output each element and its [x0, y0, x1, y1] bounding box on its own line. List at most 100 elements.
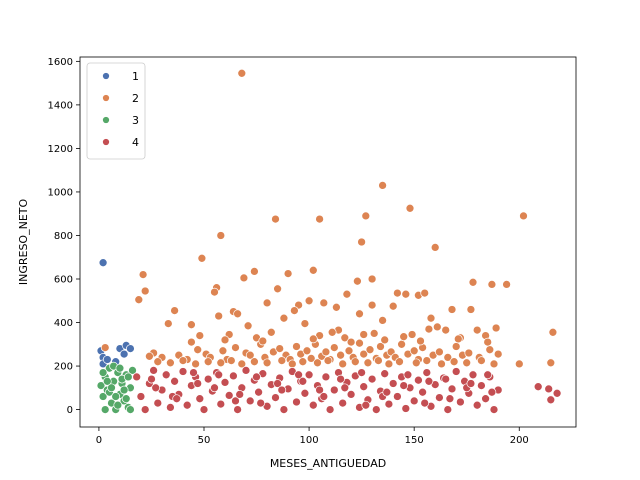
data-point-series-4: [420, 398, 430, 408]
data-point-series-2: [140, 286, 150, 296]
data-point-series-1: [119, 349, 129, 359]
data-point-series-2: [369, 329, 379, 338]
data-point-series-2: [245, 350, 255, 360]
data-point-series-2: [313, 358, 322, 368]
data-point-series-2: [447, 305, 457, 314]
data-point-series-2: [300, 319, 310, 328]
data-point-series-2: [409, 346, 419, 356]
data-point-series-2: [216, 358, 226, 368]
legend-marker-3: [102, 116, 110, 124]
x-axis-ticks: 0 50 100 150 200: [96, 427, 529, 446]
data-point-series-2: [287, 359, 297, 369]
data-point-series-3: [126, 405, 135, 414]
data-point-series-2: [216, 231, 226, 240]
data-point-series-4: [166, 403, 175, 412]
data-point-series-2: [487, 280, 497, 289]
data-point-series-2: [193, 345, 203, 355]
data-point-series-2: [220, 335, 230, 345]
data-point-series-4: [271, 393, 280, 402]
y-tick-label: 400: [54, 318, 73, 329]
data-point-series-4: [214, 370, 224, 380]
data-point-series-4: [388, 379, 398, 388]
data-point-series-2: [432, 322, 442, 332]
data-point-series-4: [533, 382, 543, 392]
data-point-series-3: [96, 381, 106, 390]
data-point-series-4: [546, 395, 556, 405]
data-point-series-2: [170, 306, 179, 315]
data-point-series-2: [266, 327, 276, 337]
y-axis-label: INGRESO_NETO: [17, 199, 30, 286]
legend-marker-4: [102, 138, 110, 146]
data-point-series-4: [277, 385, 287, 395]
data-point-series-4: [477, 381, 486, 390]
data-point-series-2: [279, 313, 289, 323]
data-point-series-4: [132, 372, 142, 382]
data-point-series-2: [485, 345, 495, 355]
data-point-series-2: [466, 305, 476, 314]
data-point-series-3: [98, 368, 108, 377]
data-point-series-4: [140, 405, 150, 414]
data-point-series-2: [275, 344, 285, 353]
data-point-series-2: [416, 336, 425, 346]
data-point-series-2: [546, 358, 556, 368]
y-tick-label: 1400: [48, 100, 73, 111]
data-point-series-2: [367, 274, 377, 284]
data-point-series-2: [336, 350, 345, 360]
data-point-series-3: [107, 383, 116, 393]
data-point-series-3: [115, 363, 125, 373]
data-point-series-2: [187, 337, 196, 347]
data-point-series-2: [327, 327, 337, 337]
data-point-series-4: [382, 387, 392, 397]
data-point-series-2: [273, 284, 282, 294]
y-tick-label: 800: [54, 231, 73, 242]
data-point-series-2: [361, 211, 371, 221]
data-point-series-2: [262, 358, 272, 368]
data-point-series-3: [111, 392, 121, 401]
data-point-series-2: [468, 277, 478, 287]
data-point-series-2: [258, 336, 268, 346]
data-point-series-3: [121, 394, 131, 404]
data-point-series-2: [166, 358, 175, 368]
data-point-series-2: [435, 347, 444, 357]
data-point-series-2: [502, 280, 511, 289]
data-point-series-4: [422, 368, 432, 377]
data-point-series-2: [363, 358, 373, 368]
data-point-series-3: [123, 372, 133, 382]
data-point-series-2: [195, 331, 205, 340]
data-point-series-4: [203, 374, 213, 384]
data-point-series-2: [384, 359, 394, 369]
data-point-series-2: [493, 349, 503, 359]
data-point-series-2: [197, 253, 207, 263]
y-tick-label: 600: [54, 275, 73, 286]
data-point-series-2: [332, 302, 341, 312]
data-point-series-4: [445, 394, 455, 404]
legend: 1 2 3 4: [86, 62, 146, 160]
data-point-series-2: [163, 319, 173, 328]
data-point-series-4: [245, 396, 255, 406]
y-tick-label: 200: [54, 362, 73, 373]
data-point-series-4: [380, 369, 390, 379]
data-point-series-2: [441, 325, 451, 335]
data-point-series-2: [218, 346, 228, 356]
data-point-series-2: [239, 273, 249, 283]
data-point-series-4: [384, 399, 394, 409]
x-tick-label: 200: [510, 435, 529, 446]
data-point-series-4: [441, 374, 451, 384]
data-point-series-2: [376, 342, 385, 351]
data-point-series-2: [231, 343, 240, 352]
data-point-series-4: [252, 372, 261, 382]
data-point-series-4: [336, 374, 345, 384]
data-point-series-2: [302, 346, 312, 356]
data-point-series-2: [378, 181, 387, 190]
data-point-series-4: [483, 370, 493, 380]
data-point-series-2: [138, 270, 148, 279]
data-point-series-2: [271, 214, 280, 224]
data-point-series-2: [437, 359, 446, 369]
data-point-series-2: [411, 358, 421, 368]
legend-box: [86, 62, 146, 160]
x-axis-label: MESES_ANTIGUEDAD: [270, 457, 386, 470]
x-tick-label: 0: [96, 435, 102, 446]
data-point-series-2: [472, 325, 482, 335]
data-point-series-4: [273, 379, 282, 388]
data-point-series-2: [145, 351, 154, 361]
